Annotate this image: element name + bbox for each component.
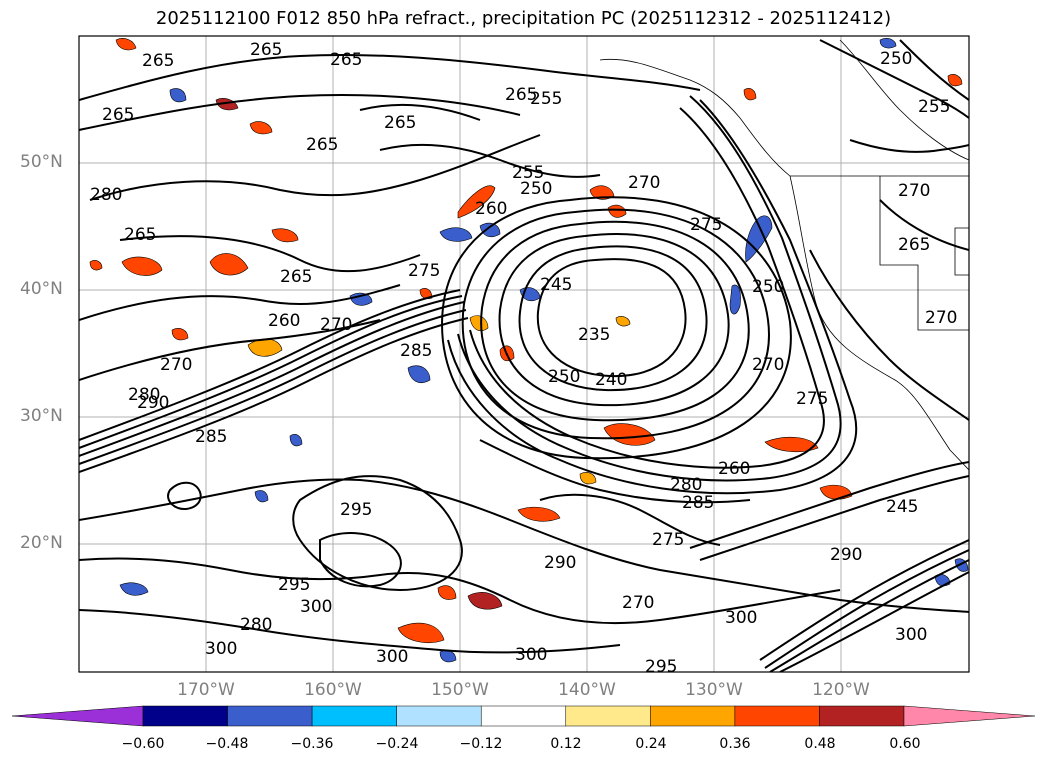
- colorbar-extend-low: [11, 705, 144, 727]
- contour-label: 235: [578, 325, 610, 345]
- lat-label-20n: 20°N: [20, 533, 63, 553]
- contour-label: 250: [880, 49, 912, 69]
- contour-label: 295: [645, 657, 677, 677]
- contour-label: 265: [280, 267, 312, 287]
- precipitation-patches: [89, 38, 963, 643]
- colorbar-tick: 0.12: [550, 736, 582, 752]
- lat-label-50n: 50°N: [20, 152, 63, 172]
- contour-label: 260: [475, 199, 507, 219]
- contour-label: 290: [544, 553, 576, 573]
- colorbar-extend-high: [903, 705, 1036, 727]
- contour-label: 275: [690, 215, 722, 235]
- contour-label: 240: [595, 370, 627, 390]
- contour-label: 260: [718, 459, 750, 479]
- lon-label-170w: 170°W: [177, 680, 235, 700]
- contour-label: 280: [90, 185, 122, 205]
- contour-label: 255: [530, 89, 562, 109]
- colorbar-segment: [819, 705, 905, 727]
- contour-label: 270: [320, 315, 352, 335]
- colorbar-segment: [565, 705, 651, 727]
- lon-label-120w: 120°W: [812, 680, 870, 700]
- lon-label-140w: 140°W: [558, 680, 616, 700]
- colorbar-segment: [227, 705, 313, 727]
- contour-label: 265: [898, 235, 930, 255]
- map-title: 2025112100 F012 850 hPa refract., precip…: [155, 8, 892, 29]
- contour-label: 280: [670, 475, 702, 495]
- colorbar-segment: [480, 705, 567, 727]
- contour-label: 270: [752, 355, 784, 375]
- colorbar: [11, 705, 1036, 727]
- colorbar-tick: −0.48: [205, 736, 249, 752]
- contour-label: 285: [682, 493, 714, 513]
- contour-label: 275: [796, 389, 828, 409]
- contour-label: 280: [240, 615, 272, 635]
- contour-label: 265: [330, 50, 362, 70]
- contour-label: 265: [505, 85, 537, 105]
- contour-label-layer: 265 265 265 265 265 265 255 250 260 270 …: [90, 40, 957, 677]
- contour-label: 300: [895, 625, 927, 645]
- map-plot: 265 265 265 265 265 265 255 250 260 270 …: [78, 35, 970, 677]
- contour-label: 245: [540, 275, 572, 295]
- contour-label: 265: [142, 51, 174, 71]
- lon-label-150w: 150°W: [431, 680, 489, 700]
- lon-label-130w: 130°W: [685, 680, 743, 700]
- contour-label: 300: [376, 647, 408, 667]
- colorbar-tick: 0.24: [635, 736, 667, 752]
- lat-label-30n: 30°N: [20, 406, 63, 426]
- colorbar-segment: [311, 705, 397, 727]
- colorbar-segment: [650, 705, 736, 727]
- contour-label: 290: [137, 393, 169, 413]
- colorbar-segment: [396, 705, 482, 727]
- contour-label: 280: [128, 385, 160, 405]
- map-frame: [78, 35, 970, 673]
- contour-label: 255: [918, 97, 950, 117]
- contour-label: 300: [205, 639, 237, 659]
- refractivity-contours: [79, 39, 969, 672]
- contour-label: 270: [925, 308, 957, 328]
- map-background: [79, 36, 969, 672]
- contour-label: 265: [250, 40, 282, 60]
- contour-label: 300: [725, 608, 757, 628]
- colorbar-tick: −0.24: [375, 736, 419, 752]
- contour-label: 250: [752, 277, 784, 297]
- colorbar-tick: −0.36: [290, 736, 334, 752]
- contour-label: 270: [628, 173, 660, 193]
- contour-label: 295: [340, 500, 372, 520]
- lat-label-40n: 40°N: [20, 279, 63, 299]
- contour-label: 285: [195, 427, 227, 447]
- contour-label: 265: [384, 113, 416, 133]
- colorbar-tick: −0.12: [459, 736, 503, 752]
- contour-label: 270: [898, 181, 930, 201]
- contour-label: 250: [548, 367, 580, 387]
- colorbar-tick: 0.60: [889, 736, 921, 752]
- contour-label: 265: [124, 225, 156, 245]
- colorbar-tick: 0.48: [804, 736, 836, 752]
- contour-label: 290: [830, 545, 862, 565]
- lon-label-160w: 160°W: [304, 680, 362, 700]
- contour-label: 295: [278, 575, 310, 595]
- contour-label: 270: [160, 355, 192, 375]
- contour-label: 250: [520, 179, 552, 199]
- contour-label: 255: [512, 163, 544, 183]
- contour-label: 275: [408, 261, 440, 281]
- contour-label: 300: [300, 597, 332, 617]
- colorbar-segment: [142, 705, 228, 727]
- contour-label: 265: [306, 135, 338, 155]
- contour-label: 275: [652, 530, 684, 550]
- contour-label: 265: [102, 105, 134, 125]
- contour-label: 260: [268, 311, 300, 331]
- colorbar-tick: −0.60: [121, 736, 165, 752]
- contour-label: 300: [515, 645, 547, 665]
- contour-label: 270: [622, 593, 654, 613]
- precipitation-patches-negative: [119, 38, 969, 663]
- contour-label: 245: [886, 497, 918, 517]
- colorbar-segment: [734, 705, 820, 727]
- colorbar-tick: 0.36: [719, 736, 751, 752]
- contour-label: 285: [400, 341, 432, 361]
